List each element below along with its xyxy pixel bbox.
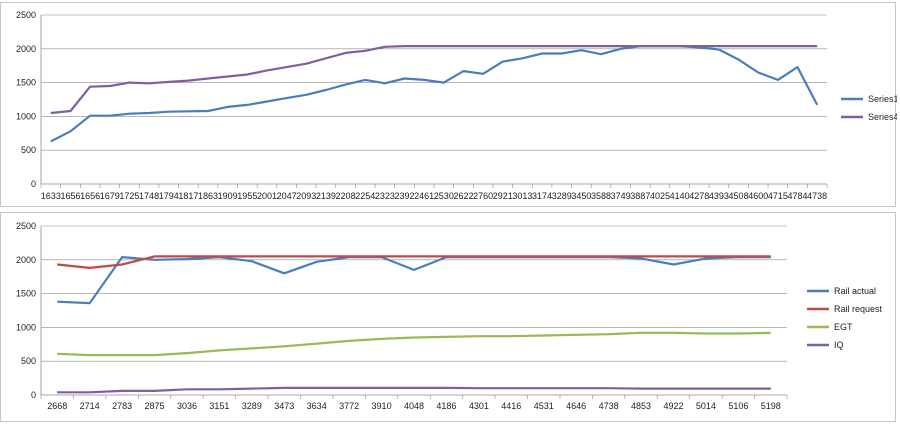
x-tick-label: 1656: [80, 191, 100, 201]
x-tick-label: 2208: [336, 191, 356, 201]
x-tick-label: 2875: [145, 401, 165, 411]
x-tick-label: 3473: [274, 401, 294, 411]
x-tick-label: 4738: [807, 191, 827, 201]
x-tick-label: 3289: [552, 191, 572, 201]
top-chart-panel: 0 500 1000 1500 2000 2500 1633 1656 1656 1679 1725…: [0, 2, 897, 207]
x-tick-label: 3634: [307, 401, 327, 411]
y-tick-label: 1500: [16, 78, 36, 88]
x-tick-label: 2461: [414, 191, 434, 201]
y-tick-label: 2000: [16, 255, 36, 265]
series-line-3: [57, 331, 771, 357]
x-tick-label: 3910: [372, 401, 392, 411]
x-tick-label: 1725: [119, 191, 139, 201]
bottom-line-chart: 0 500 1000 1500 2000 2500 2668 2714 2783 2875 3036…: [16, 221, 883, 411]
x-tick-label: 4140: [670, 191, 690, 201]
y-tick-label: 0: [31, 390, 36, 400]
x-tick-label: 5106: [728, 401, 748, 411]
x-tick-label: 1955: [237, 191, 257, 201]
x-tick-label: 4853: [631, 401, 651, 411]
y-tick-label: 2000: [16, 44, 36, 54]
y-tick-label: 2500: [16, 221, 36, 231]
x-tick-label: 1633: [41, 191, 61, 201]
x-tick-label: 4393: [709, 191, 729, 201]
x-tick-label: 2093: [296, 191, 316, 201]
x-tick-label: 2139: [316, 191, 336, 201]
x-tick-label: 2254: [355, 191, 375, 201]
series-line-2: [57, 255, 771, 270]
y-tick-label: 0: [31, 179, 36, 189]
x-tick-label: 4278: [689, 191, 709, 201]
x-tick-label: 4048: [404, 401, 424, 411]
bottom-chart-panel: 0 500 1000 1500 2000 2500 2668 2714 2783 2875 3036…: [0, 212, 896, 422]
x-tick-label: 4600: [748, 191, 768, 201]
x-tick-label: 4922: [663, 401, 683, 411]
x-tick-label: 4508: [729, 191, 749, 201]
x-tick-label: 3013: [512, 191, 532, 201]
x-tick-label: 1794: [159, 191, 179, 201]
x-tick-label: 1748: [139, 191, 159, 201]
x-tick-label: 2668: [47, 401, 67, 411]
x-tick-label: 3772: [339, 401, 359, 411]
x-tick-label: 1817: [178, 191, 198, 201]
legend-label: IQ: [834, 340, 844, 350]
x-tick-label: 4715: [768, 191, 788, 201]
series-line-2: [50, 44, 818, 115]
x-tick-label: 2622: [453, 191, 473, 201]
series-line-4: [57, 386, 771, 394]
y-tick-label: 1000: [16, 111, 36, 121]
y-tick-label: 1000: [16, 322, 36, 332]
x-tick-label: 4301: [469, 401, 489, 411]
legend-label: Rail actual: [834, 286, 876, 296]
x-tick-label: 2921: [493, 191, 513, 201]
x-tick-label: 3450: [571, 191, 591, 201]
x-tick-label: 2783: [112, 401, 132, 411]
x-tick-label: 2047: [277, 191, 297, 201]
x-tick-label: 4025: [650, 191, 670, 201]
legend-label: Series1: [868, 94, 897, 104]
x-tick-label: 1656: [60, 191, 80, 201]
x-tick-label: 2323: [375, 191, 395, 201]
x-tick-label: 2714: [80, 401, 100, 411]
legend-label: Series4: [868, 112, 897, 122]
series-line-1: [50, 44, 819, 143]
x-tick-label: 4646: [566, 401, 586, 411]
y-tick-label: 1500: [16, 289, 36, 299]
x-tick-label: 2392: [395, 191, 415, 201]
x-tick-label: 5014: [696, 401, 716, 411]
y-tick-label: 500: [21, 356, 36, 366]
x-tick-label: 4531: [534, 401, 554, 411]
legend-label: Rail request: [834, 304, 883, 314]
series-line-1: [57, 255, 771, 305]
x-tick-label: 2001: [257, 191, 277, 201]
x-tick-label: 1679: [100, 191, 120, 201]
x-tick-label: 3151: [209, 401, 229, 411]
x-tick-label: 1863: [198, 191, 218, 201]
x-tick-label: 4784: [788, 191, 808, 201]
x-tick-label: 4186: [436, 401, 456, 411]
x-tick-label: 5198: [761, 401, 781, 411]
y-tick-label: 500: [21, 145, 36, 155]
x-tick-label: 3174: [532, 191, 552, 201]
x-tick-label: 4738: [599, 401, 619, 411]
x-tick-label: 4416: [501, 401, 521, 411]
x-tick-label: 3887: [630, 191, 650, 201]
y-tick-label: 2500: [16, 10, 36, 20]
x-tick-label: 2760: [473, 191, 493, 201]
x-tick-label: 3749: [611, 191, 631, 201]
x-tick-label: 1909: [218, 191, 238, 201]
x-tick-label: 3588: [591, 191, 611, 201]
legend-label: EGT: [834, 322, 853, 332]
x-tick-label: 3036: [177, 401, 197, 411]
x-tick-label: 2530: [434, 191, 454, 201]
x-tick-label: 3289: [242, 401, 262, 411]
